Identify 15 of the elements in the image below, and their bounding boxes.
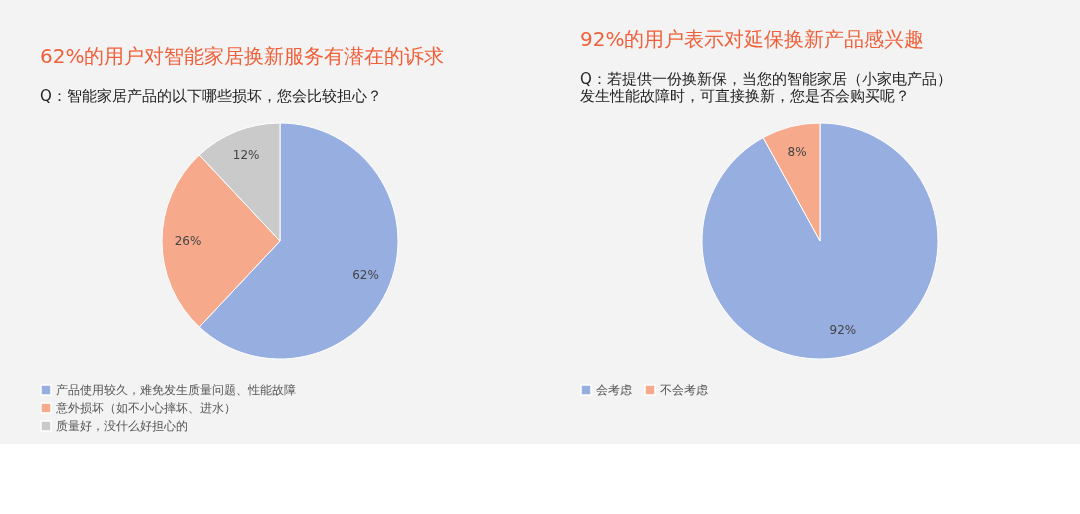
- legend-label: 意外损坏（如不小心摔坏、进水）: [55, 401, 236, 415]
- data-label: 12%: [232, 148, 260, 163]
- legend-label: 不会考虑: [660, 383, 708, 397]
- data-label: 26%: [174, 234, 202, 248]
- chart-title: 62%的用户对智能家居换新服务有潜在的诉求: [40, 44, 445, 68]
- data-label: 92%: [829, 323, 857, 338]
- chart-subtitle: Q：智能家居产品的以下哪些损坏，您会比较担心？: [40, 87, 382, 105]
- pie-slice: [701, 122, 939, 360]
- chart-title: 92%的用户表示对延保换新产品感兴趣: [580, 27, 925, 51]
- legend-label: 产品使用较久，难免发生质量问题、性能故障: [56, 383, 296, 397]
- legend-label: 质量好，没什么好担心的: [56, 419, 188, 433]
- data-label: 8%: [787, 144, 807, 159]
- chart-subtitle: Q：若提供一份换新保，当您的智能家居（小家电产品）发生性能故障时，可直接换新，您是否会购买呢？: [580, 70, 952, 105]
- data-label: 62%: [352, 267, 379, 282]
- legend-label: 会考虑: [596, 383, 632, 397]
